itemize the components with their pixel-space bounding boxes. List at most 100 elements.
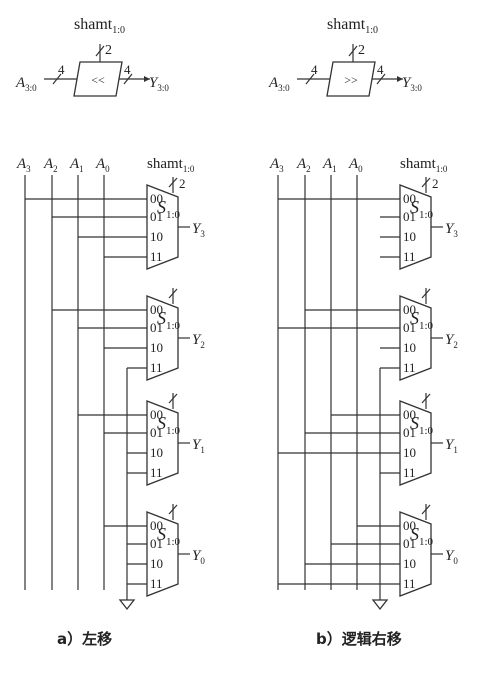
bus-slash-icon xyxy=(95,45,105,57)
mux-select-label: S1:0 xyxy=(410,308,434,332)
ground-icon xyxy=(118,599,136,611)
mux-port-00-main: 00 xyxy=(403,518,416,533)
input-label-a0-main: A xyxy=(348,156,359,172)
mux-select-label-main: S xyxy=(157,308,166,328)
mux-port-00: 00 xyxy=(403,518,416,533)
bus-slash-icon xyxy=(168,393,178,404)
shift-operator: >> xyxy=(344,73,358,87)
input-label-a3: A3 xyxy=(16,156,31,174)
mux-port-11-main: 11 xyxy=(403,249,416,264)
mux-0 xyxy=(399,184,432,270)
symbol-shamt-width-main: 2 xyxy=(358,43,365,58)
mux-port-00: 00 xyxy=(150,302,163,317)
symbol-output-width: 4 xyxy=(124,62,131,77)
mux-port-10: 10 xyxy=(403,229,416,244)
shamt-label: shamt1:0 xyxy=(400,156,448,174)
mux-port-11-main: 11 xyxy=(150,249,163,264)
bus-slash-icon xyxy=(168,504,178,515)
mux-select-label: S1:0 xyxy=(410,413,434,437)
mux-output-label-sub: 2 xyxy=(200,340,205,350)
input-label-a1-main: A xyxy=(69,156,80,172)
mux-3 xyxy=(146,511,179,597)
mux-select-label-sub: 1:0 xyxy=(166,536,181,548)
mux-port-01-main: 01 xyxy=(150,536,163,551)
mux-port-10-main: 10 xyxy=(403,445,416,460)
input-label-a0: A0 xyxy=(95,156,110,174)
figure-caption: b）逻辑右移 xyxy=(316,630,402,648)
symbol-input-width: 4 xyxy=(58,62,65,77)
mux-port-01-main: 01 xyxy=(403,320,416,335)
symbol-input-label-sub: 3:0 xyxy=(25,83,37,93)
mux-port-00: 00 xyxy=(150,518,163,533)
input-label-a1: A1 xyxy=(322,156,337,174)
input-label-a3-main: A xyxy=(16,156,27,172)
mux-output-label: Y1 xyxy=(445,437,458,455)
bus-slash-icon xyxy=(348,45,358,57)
mux-port-10: 10 xyxy=(403,445,416,460)
bus-slash-icon xyxy=(168,177,178,188)
mux-output-label: Y3 xyxy=(445,221,458,239)
mux-select-label: S1:0 xyxy=(410,524,434,548)
symbol-shamt-label: shamt1:0 xyxy=(74,16,125,36)
mux-port-00-main: 00 xyxy=(403,191,416,206)
mux-output-label-main: Y xyxy=(445,221,455,237)
symbol-output-label-main: Y xyxy=(402,75,412,91)
mux-select-label: S1:0 xyxy=(157,197,181,221)
symbol-output-label: Y3:0 xyxy=(402,75,422,93)
mux-output-label-main: Y xyxy=(192,437,202,453)
mux-port-00-main: 00 xyxy=(150,407,163,422)
input-label-a3-sub: 3 xyxy=(26,164,31,174)
mux-port-01: 01 xyxy=(150,320,163,335)
mux-select-label-sub: 1:0 xyxy=(166,209,181,221)
mux-select-label-main: S xyxy=(157,197,166,217)
symbol-input-label-main: A xyxy=(15,75,26,91)
symbol-shamt-label-main: shamt xyxy=(74,16,113,33)
symbol-output-label-sub: 3:0 xyxy=(157,83,169,93)
mux-port-01: 01 xyxy=(150,425,163,440)
mux-port-01-main: 01 xyxy=(150,209,163,224)
mux-port-00: 00 xyxy=(403,302,416,317)
mux-port-11-main: 11 xyxy=(150,465,163,480)
mux-select-label-sub: 1:0 xyxy=(166,425,181,437)
mux-port-01: 01 xyxy=(403,209,416,224)
mux-port-00-main: 00 xyxy=(150,302,163,317)
mux-output-label-main: Y xyxy=(192,221,202,237)
mux-port-01-main: 01 xyxy=(403,209,416,224)
mux-port-10: 10 xyxy=(150,445,163,460)
mux-output-label-sub: 1 xyxy=(453,445,458,455)
mux-port-10: 10 xyxy=(403,556,416,571)
mux-select-label-main: S xyxy=(410,413,419,433)
shamt-label: shamt1:0 xyxy=(147,156,195,174)
bus-slash-icon xyxy=(421,504,431,515)
mux-output-label-sub: 2 xyxy=(453,340,458,350)
mux-port-01-main: 01 xyxy=(150,425,163,440)
mux-port-10: 10 xyxy=(150,340,163,355)
input-label-a2-sub: 2 xyxy=(53,164,58,174)
mux-output-label: Y2 xyxy=(445,332,458,350)
symbol-shamt-width: 2 xyxy=(358,43,365,58)
shamt-width-main: 2 xyxy=(179,176,186,191)
input-label-a3: A3 xyxy=(269,156,284,174)
shamt-width: 2 xyxy=(179,176,186,191)
mux-port-11: 11 xyxy=(150,249,163,264)
shift-operator: << xyxy=(91,73,105,87)
input-label-a2-main: A xyxy=(43,156,54,172)
mux-port-01-main: 01 xyxy=(150,320,163,335)
mux-port-10-main: 10 xyxy=(150,229,163,244)
mux-port-10: 10 xyxy=(150,229,163,244)
mux-port-11-main: 11 xyxy=(403,465,416,480)
mux-1 xyxy=(399,295,432,381)
mux-port-01: 01 xyxy=(403,320,416,335)
mux-2 xyxy=(399,400,432,486)
symbol-shamt-width: 2 xyxy=(105,43,112,58)
mux-port-11: 11 xyxy=(403,576,416,591)
mux-port-10-main: 10 xyxy=(150,445,163,460)
symbol-output-label-sub: 3:0 xyxy=(410,83,422,93)
mux-port-11: 11 xyxy=(150,465,163,480)
input-label-a3-main: A xyxy=(269,156,280,172)
mux-port-00-main: 00 xyxy=(150,518,163,533)
symbol-shamt-label-sub: 1:0 xyxy=(112,25,125,36)
mux-port-10-main: 10 xyxy=(150,556,163,571)
input-label-a2: A2 xyxy=(43,156,58,174)
